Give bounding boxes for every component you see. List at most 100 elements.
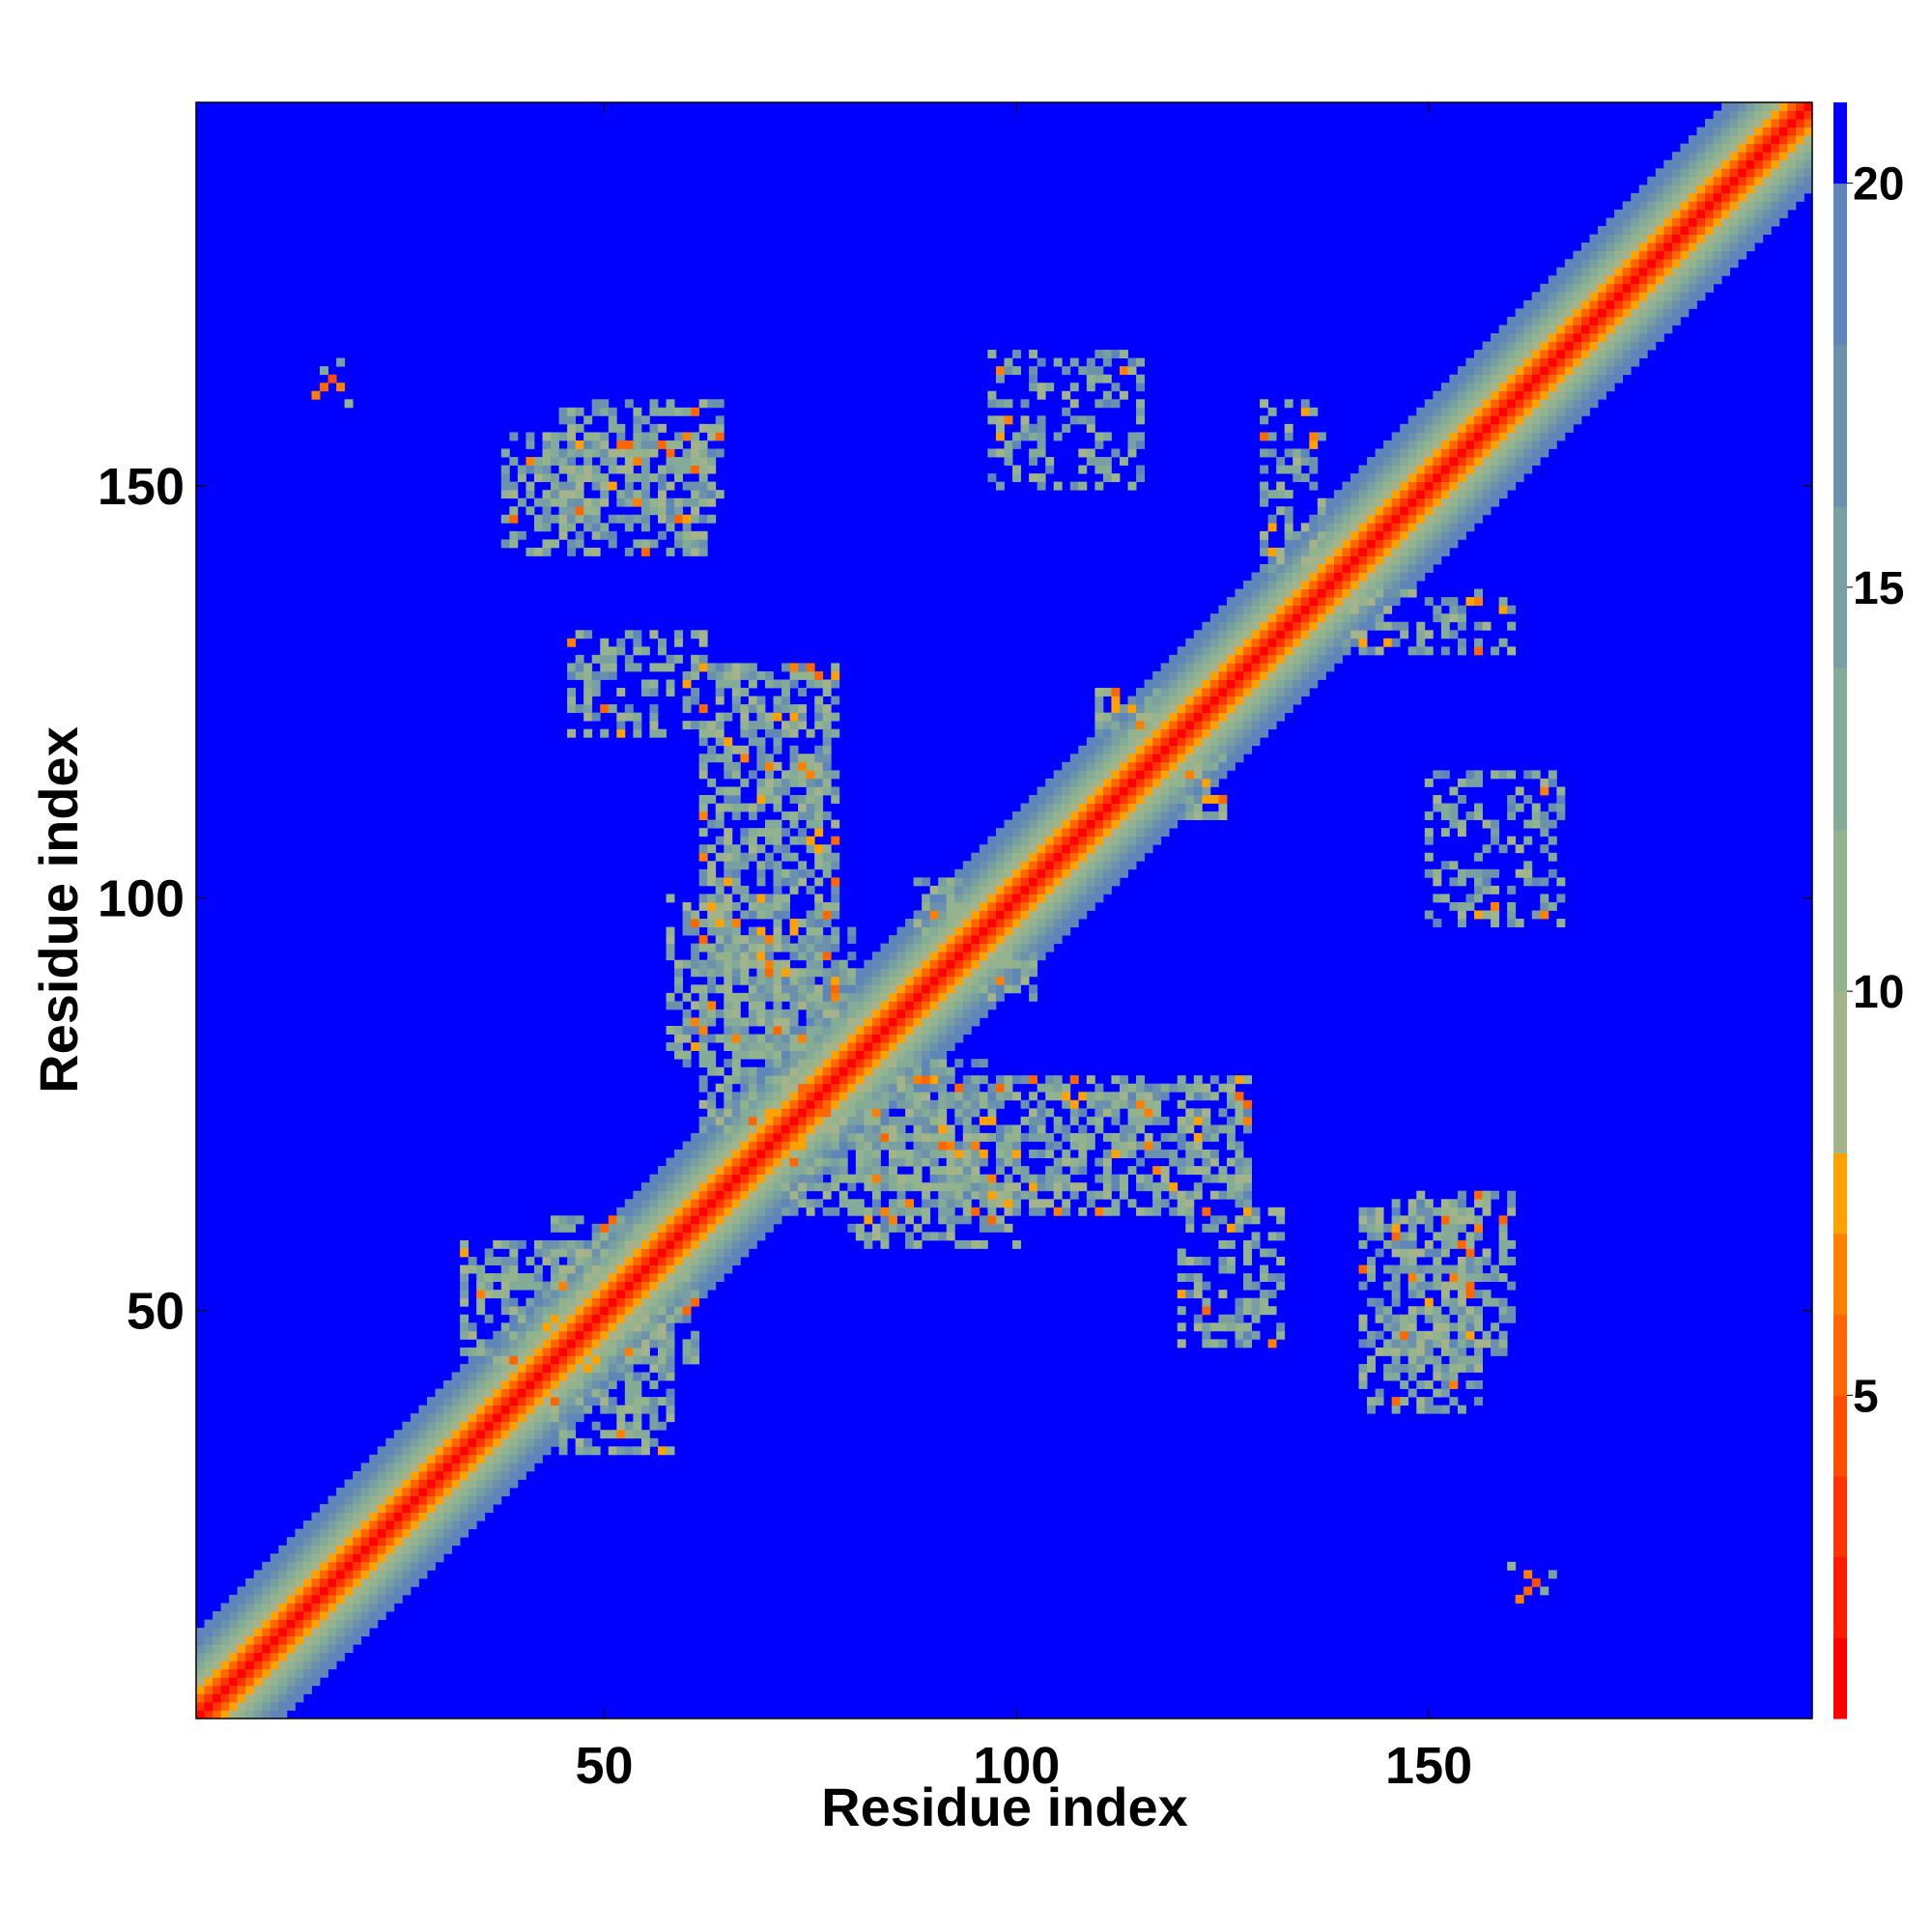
heatmap-cell <box>1127 357 1137 367</box>
heatmap-cell <box>1069 901 1079 911</box>
heatmap-cell <box>715 448 724 458</box>
heatmap-cell <box>855 1108 865 1118</box>
heatmap-cell <box>806 670 815 680</box>
heatmap-cell <box>1111 383 1121 392</box>
heatmap-cell <box>979 1239 988 1249</box>
heatmap-cell <box>1293 638 1302 647</box>
heatmap-cell <box>698 1199 708 1208</box>
heatmap-cell <box>418 1570 428 1579</box>
heatmap-cell <box>1045 1150 1055 1158</box>
heatmap-cell <box>922 976 931 985</box>
heatmap-cell <box>995 1099 1005 1109</box>
heatmap-cell <box>773 1150 782 1158</box>
heatmap-cell <box>666 1322 675 1332</box>
heatmap-cell <box>1004 910 1013 920</box>
heatmap-cell <box>1202 621 1211 631</box>
heatmap-cell <box>773 1059 782 1068</box>
heatmap-cell <box>806 1017 815 1027</box>
heatmap-cell <box>814 919 824 927</box>
heatmap-cell <box>1251 1207 1261 1216</box>
heatmap-cell <box>979 1223 988 1233</box>
heatmap-cell <box>1078 795 1088 804</box>
heatmap-cell <box>1111 1099 1121 1109</box>
heatmap-cell <box>567 1421 577 1431</box>
heatmap-cell <box>1218 1166 1228 1176</box>
heatmap-cell <box>327 1528 337 1538</box>
heatmap-cell <box>962 992 972 1002</box>
heatmap-cell <box>591 670 601 680</box>
heatmap-cell <box>798 1059 808 1068</box>
heatmap-cell <box>691 943 700 952</box>
heatmap-cell <box>1202 646 1211 656</box>
heatmap-cell <box>740 1174 750 1183</box>
heatmap-cell <box>698 1257 708 1265</box>
heatmap-cell <box>558 448 568 458</box>
heatmap-cell <box>715 1083 724 1093</box>
heatmap-cell <box>822 1108 832 1118</box>
heatmap-cell <box>929 1150 939 1158</box>
heatmap-cell <box>1120 721 1128 730</box>
heatmap-cell <box>658 1215 667 1225</box>
heatmap-cell <box>551 1347 559 1356</box>
heatmap-cell <box>971 935 980 945</box>
heatmap-cell <box>913 1059 923 1068</box>
heatmap-cell <box>707 877 717 887</box>
heatmap-cell <box>616 440 626 449</box>
heatmap-cell <box>1152 753 1162 763</box>
heatmap-cell <box>938 1190 948 1200</box>
heatmap-cell <box>707 1141 717 1151</box>
heatmap-cell <box>1136 1092 1146 1101</box>
heatmap-cell <box>781 786 790 796</box>
heatmap-cell <box>1029 1116 1038 1125</box>
heatmap-cell <box>740 1199 750 1208</box>
heatmap-cell <box>344 1504 354 1514</box>
heatmap-cell <box>517 1405 526 1414</box>
heatmap-cell <box>1235 1223 1244 1233</box>
heatmap-cell <box>864 1141 873 1151</box>
heatmap-cell <box>575 1273 584 1283</box>
heatmap-cell <box>1342 638 1351 647</box>
heatmap-cell <box>855 1092 865 1101</box>
heatmap-cell <box>353 1504 362 1514</box>
heatmap-cell <box>336 1594 346 1604</box>
heatmap-cell <box>1029 910 1038 920</box>
heatmap-cell <box>616 1207 626 1216</box>
heatmap-cell <box>1260 547 1269 556</box>
heatmap-cell <box>806 795 815 804</box>
heatmap-cell <box>913 952 923 961</box>
heatmap-cell <box>806 976 815 985</box>
heatmap-cell <box>476 1421 486 1431</box>
heatmap-cell <box>1094 374 1104 384</box>
heatmap-cell <box>822 1066 832 1076</box>
heatmap-cell <box>245 1685 255 1694</box>
heatmap-cell <box>1102 753 1112 763</box>
heatmap-cell <box>748 1099 757 1109</box>
heatmap-cell <box>500 1413 510 1423</box>
heatmap-cell <box>640 1290 650 1299</box>
heatmap-cell <box>731 1042 741 1052</box>
heatmap-cell <box>1160 770 1170 780</box>
heatmap-cell <box>682 696 692 705</box>
heatmap-cell <box>946 1075 955 1085</box>
heatmap-cell <box>1053 1157 1063 1167</box>
heatmap-cell <box>1169 663 1179 672</box>
heatmap-cell <box>410 1470 419 1480</box>
heatmap-cell <box>353 1512 362 1521</box>
heatmap-cell <box>938 894 948 903</box>
heatmap-cell <box>889 1017 897 1027</box>
heatmap-cell <box>583 473 593 483</box>
heatmap-cell <box>1086 1075 1095 1085</box>
heatmap-cell <box>1309 654 1319 664</box>
heatmap-cell <box>533 1347 543 1356</box>
heatmap-cell <box>1193 770 1203 780</box>
heatmap-cell <box>1012 1141 1021 1151</box>
heatmap-cell <box>748 976 757 985</box>
heatmap-cell <box>864 1083 873 1093</box>
heatmap-cell <box>600 1257 610 1265</box>
heatmap-cell <box>698 1116 708 1125</box>
heatmap-cell <box>435 1488 444 1496</box>
heatmap-cell <box>302 1668 312 1678</box>
heatmap-cell <box>616 1232 626 1241</box>
heatmap-cell <box>698 1075 708 1085</box>
heatmap-cell <box>666 654 675 664</box>
